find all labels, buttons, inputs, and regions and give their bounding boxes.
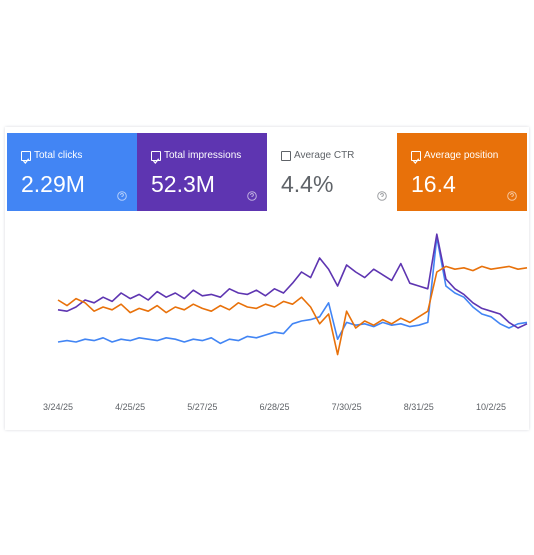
card-label: Total impressions [164,150,242,161]
check [23,158,30,165]
card-value: 2.29M [21,171,85,197]
x-tick-label: 6/28/25 [259,402,289,412]
card-value: 52.3M [151,171,215,197]
help-icon[interactable] [247,191,257,201]
clicks-card[interactable]: Total clicks 2.29M [7,133,137,211]
card-label: Total clicks [34,150,83,161]
chart: 3/24/25 4/25/25 5/27/25 6/28/25 7/30/25 8/31/… [43,233,528,412]
x-tick-label: 4/25/25 [115,402,145,412]
card-label: Average position [424,150,499,161]
check [413,158,420,165]
card-value: 4.4% [281,171,334,197]
x-tick-label: 7/30/25 [332,402,362,412]
x-tick-label: 5/27/25 [187,402,217,412]
checkbox[interactable] [411,151,421,165]
checkbox[interactable] [281,151,291,161]
x-tick-label: 8/31/25 [404,402,434,412]
help-icon[interactable] [377,191,387,201]
card-label: Average CTR [294,150,355,161]
checkbox[interactable] [151,151,161,165]
x-tick-label: 3/24/25 [43,402,73,412]
performance-panel: Total clicks 2.29M Total impressions 52.… [5,127,529,430]
series-line [57,233,528,329]
impressions-card[interactable]: Total impressions 52.3M [137,133,267,211]
check [153,158,160,165]
x-tick-label: 10/2/25 [476,402,506,412]
checkbox[interactable] [21,151,31,165]
card-value: 16.4 [411,171,456,197]
ctr-card[interactable]: Average CTR 4.4% [267,133,398,211]
help-icon[interactable] [117,191,127,201]
series-line [57,265,528,356]
position-card[interactable]: Average position 16.4 [397,133,527,211]
help-icon[interactable] [507,191,517,201]
series-line [57,236,528,345]
